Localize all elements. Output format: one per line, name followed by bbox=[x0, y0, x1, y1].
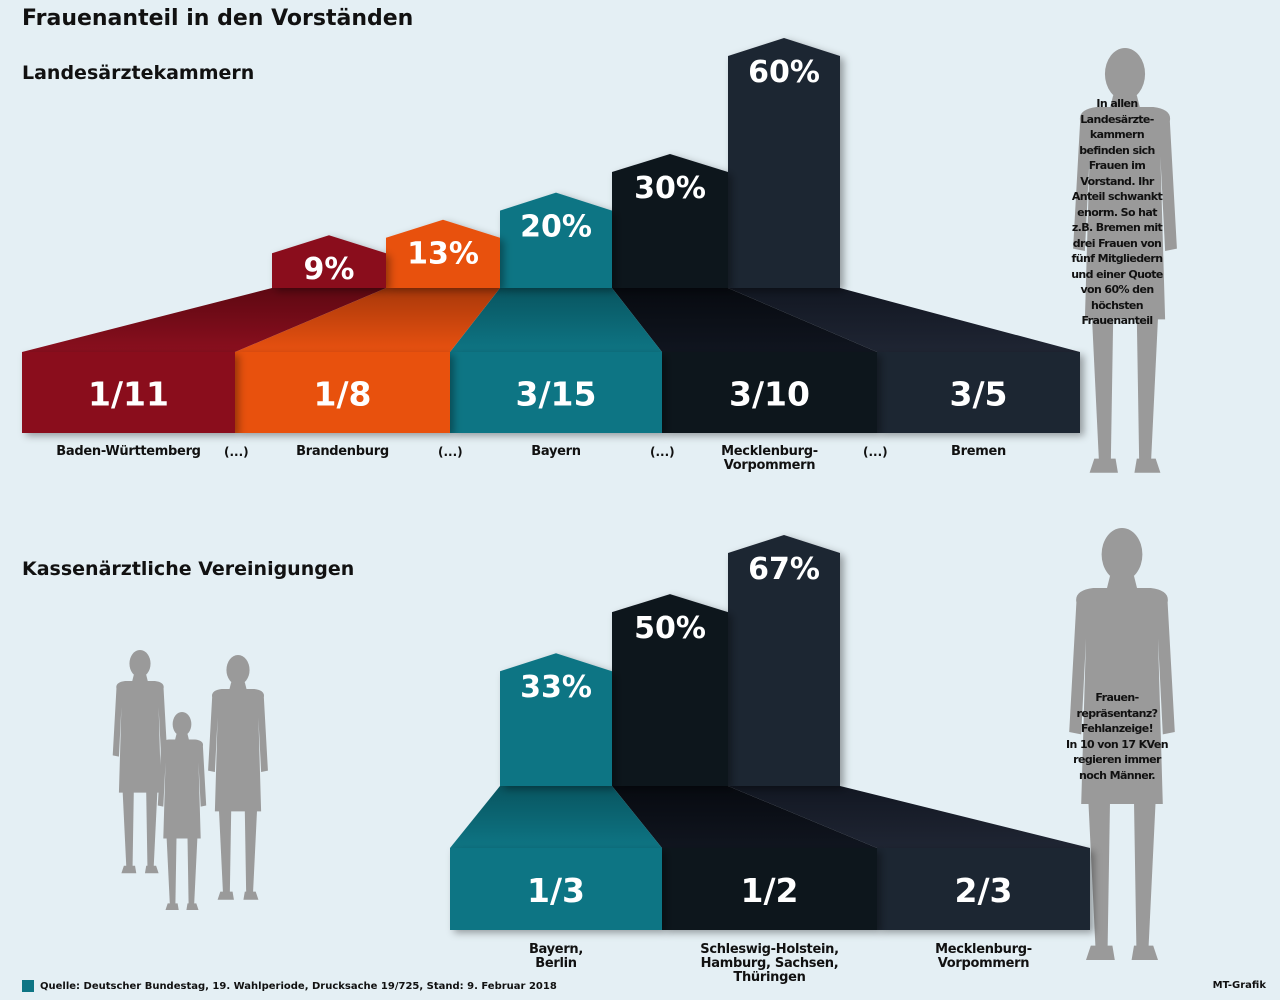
bar-1 bbox=[272, 235, 386, 288]
fraction-label-5: 3/5 bbox=[950, 375, 1008, 414]
fraction-bar-4 bbox=[662, 352, 877, 433]
bar-4 bbox=[612, 154, 728, 288]
source-text: Quelle: Deutscher Bundestag, 19. Wahlper… bbox=[40, 980, 557, 992]
omitted-marker-3: (...) bbox=[650, 445, 675, 459]
bar-1 bbox=[500, 653, 612, 786]
source-footer: Quelle: Deutscher Bundestag, 19. Wahlper… bbox=[22, 980, 557, 992]
funnel-3 bbox=[450, 288, 662, 352]
category-label-5: Bremen bbox=[951, 444, 1006, 459]
category-label-3: Bayern bbox=[531, 444, 581, 459]
woman-silhouette-left bbox=[208, 655, 268, 900]
data-label-2: 50% bbox=[634, 611, 706, 646]
data-label-1: 9% bbox=[304, 252, 355, 287]
fraction-bar-3 bbox=[877, 848, 1090, 930]
woman-silhouette-bottom bbox=[1069, 528, 1175, 960]
funnel-1 bbox=[22, 288, 386, 352]
fraction-label-1: 1/3 bbox=[527, 871, 585, 910]
category-label-1: Bayern, Berlin bbox=[528, 942, 584, 971]
funnel-4 bbox=[612, 288, 877, 352]
bar-3 bbox=[500, 192, 612, 288]
man-silhouette bbox=[112, 650, 168, 874]
category-label-2: Brandenburg bbox=[296, 444, 389, 459]
fraction-label-3: 3/15 bbox=[516, 375, 597, 414]
funnel-5 bbox=[728, 288, 1080, 352]
chart1-group: 60% 3/5 30% 3/10 20% 3/15 13% 1/8 9% 1/11 bbox=[22, 38, 1080, 433]
omitted-marker-4: (...) bbox=[863, 445, 888, 459]
fraction-bar-5 bbox=[877, 352, 1080, 433]
chart2-title: Kassenärztliche Vereinigungen bbox=[22, 558, 355, 580]
funnel-1 bbox=[450, 786, 662, 848]
funnel-3 bbox=[728, 786, 1090, 848]
data-label-2: 13% bbox=[407, 237, 479, 272]
funnel-2 bbox=[235, 288, 500, 352]
fraction-label-4: 3/10 bbox=[729, 375, 810, 414]
fraction-label-2: 1/2 bbox=[741, 871, 799, 910]
fraction-bar-2 bbox=[235, 352, 450, 433]
data-label-4: 30% bbox=[634, 171, 706, 206]
chart1-title: Landesärztekammern bbox=[22, 62, 255, 84]
bar-5 bbox=[728, 38, 840, 288]
bar-2 bbox=[386, 219, 500, 288]
fraction-bar-2 bbox=[662, 848, 877, 930]
chart2-annotation: Frauen- repräsentanz? Fehlanzeige! In 10… bbox=[1066, 691, 1169, 782]
category-label-2: Schleswig-Holstein, Hamburg, Sachsen, Th… bbox=[700, 942, 839, 985]
bar-3 bbox=[728, 535, 840, 786]
data-label-5: 60% bbox=[748, 55, 820, 90]
chart2-group: 67% 2/3 50% 1/2 33% 1/3 bbox=[450, 535, 1090, 930]
category-label-3: Mecklenburg- Vorpommern bbox=[935, 942, 1032, 971]
fraction-label-2: 1/8 bbox=[314, 375, 372, 414]
child-silhouette bbox=[157, 712, 207, 910]
woman-silhouette-top bbox=[1073, 48, 1177, 473]
omitted-marker-1: (...) bbox=[224, 445, 249, 459]
fraction-bar-1 bbox=[450, 848, 662, 930]
category-label-4: Mecklenburg- Vorpommern bbox=[721, 444, 818, 473]
data-label-3: 20% bbox=[520, 210, 592, 245]
fraction-label-3: 2/3 bbox=[955, 871, 1013, 910]
category-label-1: Baden-Württemberg bbox=[56, 444, 201, 459]
page-title: Frauenanteil in den Vorständen bbox=[22, 6, 414, 31]
fraction-bar-3 bbox=[450, 352, 662, 433]
funnel-2 bbox=[612, 786, 877, 848]
fraction-label-1: 1/11 bbox=[88, 375, 169, 414]
fraction-bar-1 bbox=[22, 352, 235, 433]
graphic-credit: MT-Grafik bbox=[1212, 980, 1266, 991]
chart1-annotation: In allen Landesärzte- kammern befinden s… bbox=[1071, 97, 1163, 327]
omitted-marker-2: (...) bbox=[438, 445, 463, 459]
data-label-3: 67% bbox=[748, 552, 820, 587]
data-label-1: 33% bbox=[520, 670, 592, 705]
source-swatch bbox=[22, 980, 34, 992]
bar-2 bbox=[612, 594, 728, 786]
